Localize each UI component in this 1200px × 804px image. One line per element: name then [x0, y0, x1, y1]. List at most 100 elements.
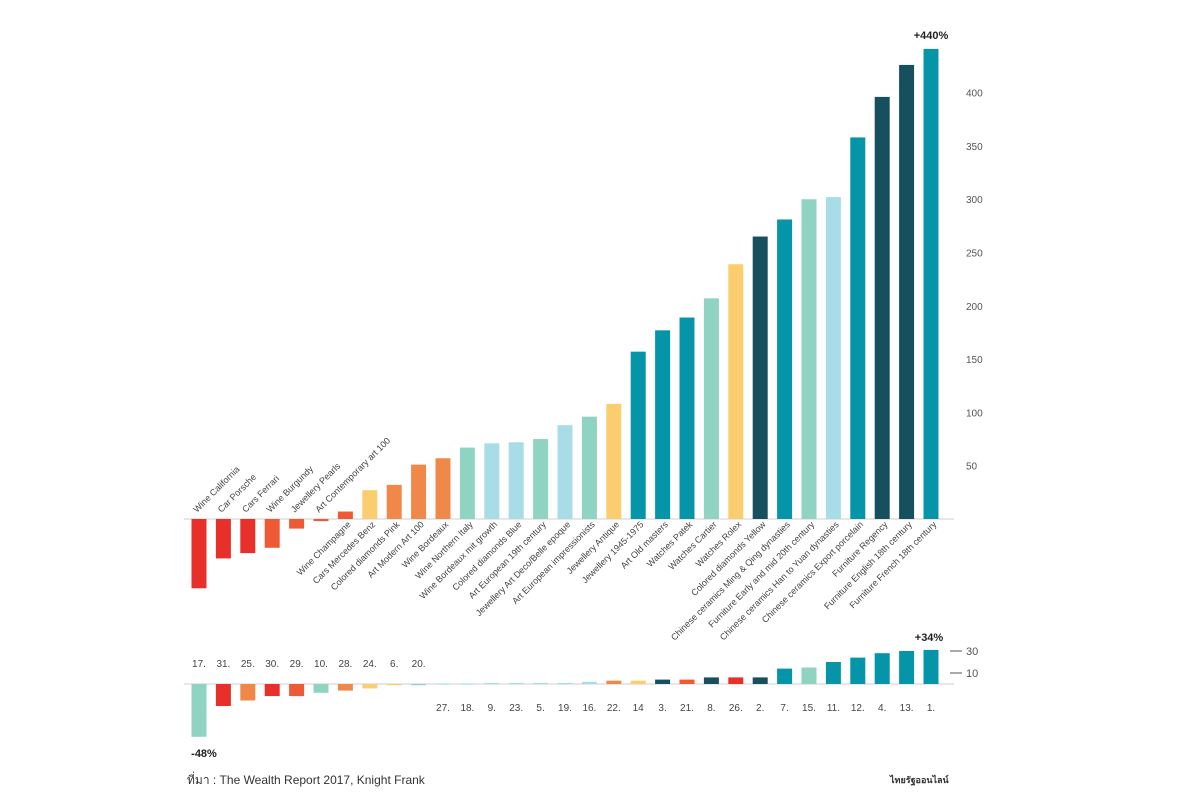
- bottom-bar: [874, 653, 890, 684]
- top-bar: [337, 511, 353, 519]
- bottom-bar: [703, 677, 719, 684]
- top-bar: [655, 330, 671, 519]
- bottom-bar: [459, 683, 475, 685]
- bottom-bar: [606, 680, 622, 684]
- top-bar: [679, 317, 695, 519]
- bottom-rank-label: 19.: [558, 703, 572, 714]
- bottom-rank-label: 4.: [878, 703, 886, 714]
- bottom-rank-label: 29.: [290, 659, 304, 670]
- bottom-bar: [386, 684, 402, 686]
- top-ytick-label: 200: [966, 302, 983, 313]
- bottom-bar: [508, 682, 524, 685]
- top-bar: [362, 490, 378, 519]
- top-bar: [728, 264, 744, 519]
- top-max-annotation: +440%: [914, 30, 949, 42]
- bottom-rank-label: 27.: [436, 703, 450, 714]
- top-bar: [752, 236, 768, 519]
- bottom-rank-label: 26.: [729, 703, 743, 714]
- bottom-bar: [581, 681, 597, 684]
- top-bar: [825, 197, 841, 519]
- top-bar: [215, 519, 231, 559]
- bottom-rank-label: 9.: [488, 703, 496, 714]
- top-ytick-label: 50: [966, 462, 978, 473]
- bottom-bar: [630, 680, 646, 684]
- top-bar: [240, 519, 256, 554]
- top-ytick-label: 250: [966, 249, 983, 260]
- bottom-min-annotation: -48%: [191, 748, 217, 760]
- source-note: ที่มา : The Wealth Report 2017, Knight F…: [187, 773, 425, 787]
- top-ytick-label: 300: [966, 195, 983, 206]
- bottom-bar: [337, 684, 353, 691]
- bottom-bar: [313, 684, 329, 693]
- top-bar: [459, 447, 475, 519]
- bottom-rank-label: 12.: [851, 703, 865, 714]
- top-bar: [850, 137, 866, 519]
- bottom-rank-label: 1.: [927, 703, 935, 714]
- bottom-bar: [557, 682, 573, 685]
- bottom-rank-label: 22.: [607, 703, 621, 714]
- top-bar: [313, 519, 329, 522]
- publisher-logo: ไทยรัฐออนไลน์: [890, 775, 949, 785]
- bottom-rank-label: 2.: [756, 703, 764, 714]
- bottom-bar: [728, 677, 744, 684]
- bottom-rank-label: 11.: [827, 703, 840, 714]
- bottom-rank-label: 17.: [192, 659, 206, 670]
- bottom-ytick-label: 30: [966, 646, 978, 658]
- top-bar: [264, 519, 280, 548]
- top-bar: [557, 425, 573, 519]
- bottom-chart: 10 30 17. 31. 25. 30. 29. 10. 28. 24. 6. 20. 27. 18. 9…: [184, 632, 978, 760]
- bottom-bar: [801, 667, 817, 684]
- bottom-rank-label: 8.: [707, 703, 715, 714]
- bottom-rank-label: 28.: [338, 659, 352, 670]
- bottom-rank-label: 25.: [241, 659, 255, 670]
- top-bar: [191, 519, 207, 589]
- top-bar: [874, 96, 890, 520]
- bottom-bar: [825, 662, 841, 684]
- bottom-bar: [215, 684, 231, 706]
- bottom-bar: [899, 651, 915, 684]
- top-bar: [801, 199, 817, 519]
- top-bar: [899, 64, 915, 519]
- top-bar: [606, 403, 622, 519]
- bottom-bar: [752, 677, 768, 684]
- bottom-max-annotation: +34%: [915, 632, 944, 644]
- bottom-bar: [289, 684, 305, 697]
- bottom-bar: [435, 683, 451, 685]
- bottom-bar: [191, 684, 207, 737]
- bottom-bar: [923, 649, 939, 684]
- top-bar: [289, 519, 305, 529]
- bottom-rank-label: 14: [633, 703, 645, 714]
- bottom-bar: [777, 668, 793, 684]
- bottom-rank-label: 31.: [216, 659, 230, 670]
- bottom-bar: [264, 684, 280, 697]
- top-ytick-label: 350: [966, 142, 983, 153]
- bottom-bar: [679, 679, 695, 684]
- top-bar: [777, 219, 793, 519]
- bottom-ytick-label: 10: [966, 668, 978, 680]
- bottom-bar: [411, 684, 427, 686]
- top-bar: [533, 439, 549, 519]
- bottom-rank-label: 3.: [658, 703, 666, 714]
- top-bar: [484, 443, 500, 519]
- top-bar: [435, 458, 451, 519]
- bottom-rank-label: 24.: [363, 659, 377, 670]
- bottom-bar: [362, 684, 378, 689]
- top-ytick-label: 150: [966, 355, 983, 366]
- top-ytick-label: 100: [966, 408, 983, 419]
- bottom-bar: [240, 684, 256, 701]
- bottom-rank-label: 5.: [536, 703, 544, 714]
- bottom-rank-label: 13.: [900, 703, 914, 714]
- bottom-rank-label: 15.: [802, 703, 816, 714]
- bottom-rank-label: 20.: [412, 659, 426, 670]
- bottom-rank-label: 7.: [780, 703, 788, 714]
- bottom-rank-label: 6.: [390, 659, 398, 670]
- top-bar: [581, 416, 597, 519]
- top-bar: [508, 442, 524, 519]
- top-bar: [386, 484, 402, 519]
- top-bar: [923, 48, 939, 520]
- top-bar: [411, 464, 427, 519]
- top-ytick-label: 400: [966, 89, 983, 100]
- bottom-bar: [484, 682, 500, 685]
- top-bar: [703, 298, 719, 519]
